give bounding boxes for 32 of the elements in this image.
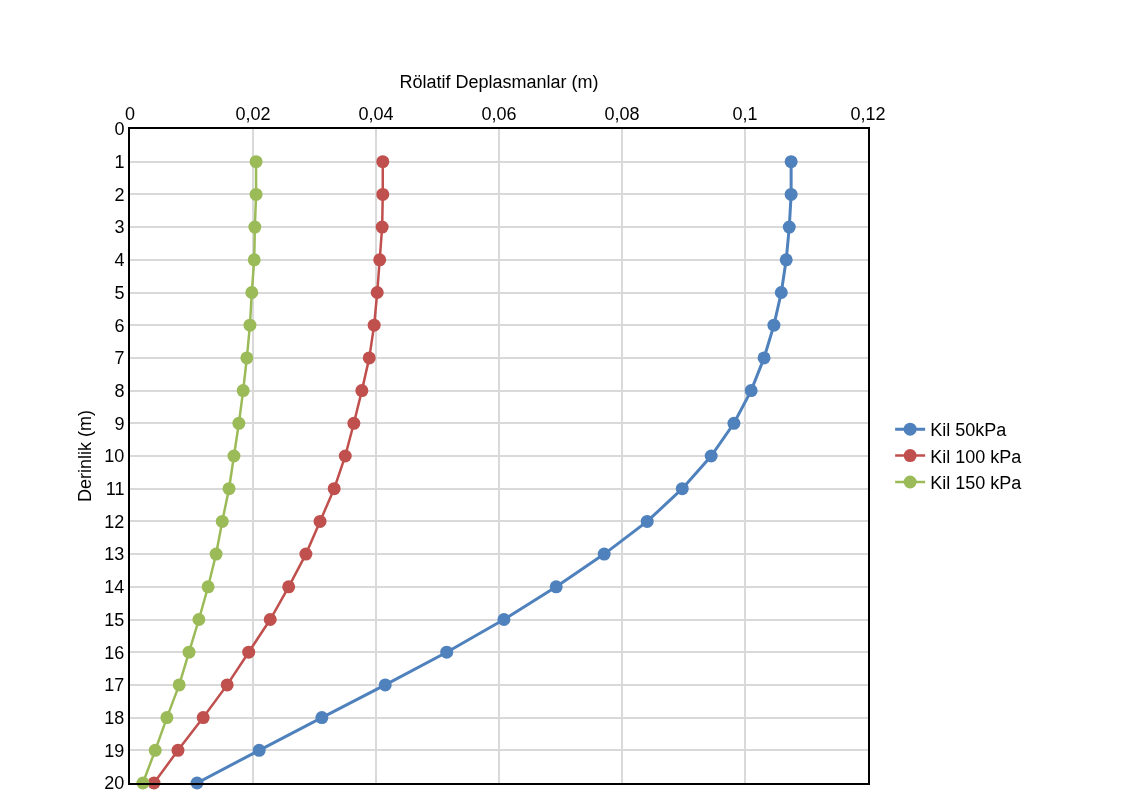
y-tick-label: 12 xyxy=(104,511,125,532)
x-tick-label: 0,08 xyxy=(604,103,640,124)
x-tick-label: 0,12 xyxy=(850,103,886,124)
x-tick-label: 0,06 xyxy=(481,103,517,124)
legend-label: Kil 50kPa xyxy=(930,420,1008,441)
y-tick-label: 15 xyxy=(104,609,125,630)
y-tick-label: 10 xyxy=(104,446,125,467)
y-tick-label: 19 xyxy=(104,740,125,761)
x-tick-label: 0,04 xyxy=(358,103,394,124)
y-tick-label: 0 xyxy=(114,119,125,140)
y-tick-label: 5 xyxy=(114,282,125,303)
y-tick-label: 18 xyxy=(104,707,125,728)
y-tick-label: 3 xyxy=(114,217,125,238)
y-tick-label: 9 xyxy=(114,413,125,434)
y-tick-label: 11 xyxy=(105,479,125,499)
y-tick-label: 4 xyxy=(114,250,125,271)
x-tick-label: 0,02 xyxy=(235,103,271,124)
y-tick-label: 7 xyxy=(114,348,125,369)
y-tick-label: 20 xyxy=(104,773,125,794)
y-tick-label: 8 xyxy=(114,380,125,401)
y-tick-label: 6 xyxy=(114,315,125,336)
y-axis-title: Derinlik (m) xyxy=(75,410,96,502)
y-tick-label: 14 xyxy=(104,577,125,598)
y-tick-label: 1 xyxy=(114,152,125,172)
legend-label: Kil 100 kPa xyxy=(930,446,1023,467)
legend-label: Kil 150 kPa xyxy=(930,473,1023,494)
y-tick-label: 2 xyxy=(114,184,125,205)
x-tick-label: 0,1 xyxy=(732,103,758,124)
y-tick-label: 13 xyxy=(104,544,125,565)
x-axis-title: Rölatif Deplasmanlar (m) xyxy=(399,72,599,93)
y-tick-label: 17 xyxy=(104,675,125,696)
y-tick-label: 16 xyxy=(104,642,125,663)
